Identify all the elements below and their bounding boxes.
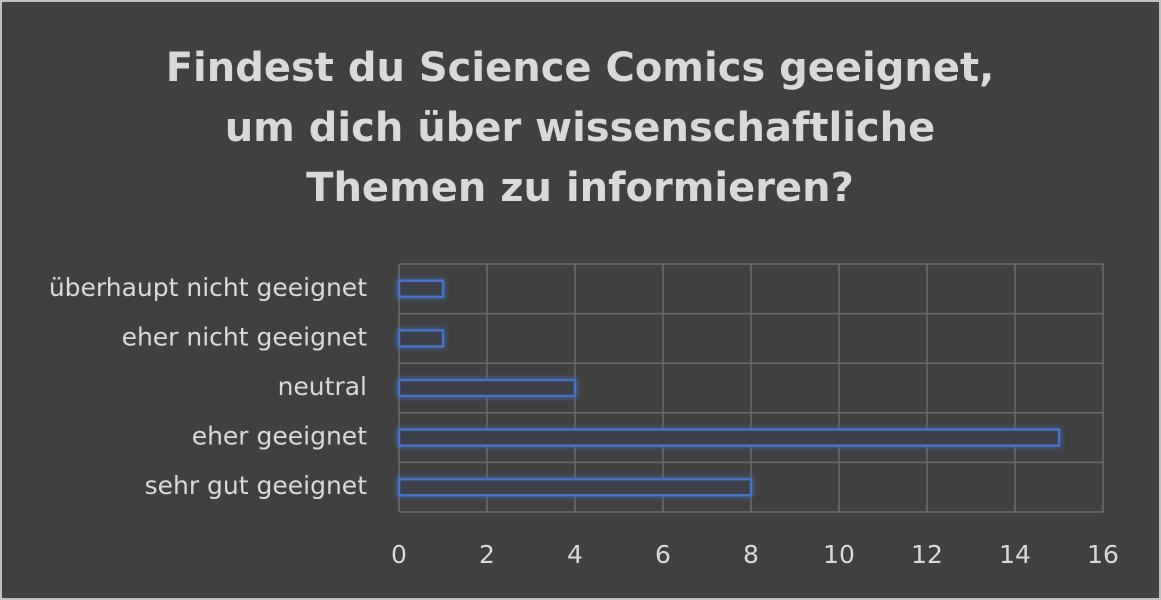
x-tick-label: 0 [391, 540, 407, 569]
bar [397, 428, 1061, 447]
y-tick-label: eher nicht geeignet [122, 322, 368, 351]
x-tick-label: 12 [911, 540, 943, 569]
chart-title: Findest du Science Comics geeignet, um d… [165, 45, 995, 211]
bar [397, 279, 445, 299]
bar [397, 329, 445, 348]
y-tick-label: neutral [278, 372, 367, 401]
y-tick-label: sehr gut geeignet [145, 471, 368, 500]
x-tick-label: 8 [743, 540, 759, 569]
bar [397, 477, 753, 497]
y-tick-label: überhaupt nicht geeignet [49, 273, 367, 302]
x-tick-label: 6 [655, 540, 671, 569]
y-tick-label: eher geeignet [192, 422, 368, 451]
bar [397, 378, 577, 398]
x-tick-label: 16 [1087, 540, 1119, 569]
x-tick-label: 4 [567, 540, 583, 569]
x-tick-label: 2 [479, 540, 495, 569]
x-tick-label: 10 [823, 540, 855, 569]
x-tick-label: 14 [999, 540, 1031, 569]
